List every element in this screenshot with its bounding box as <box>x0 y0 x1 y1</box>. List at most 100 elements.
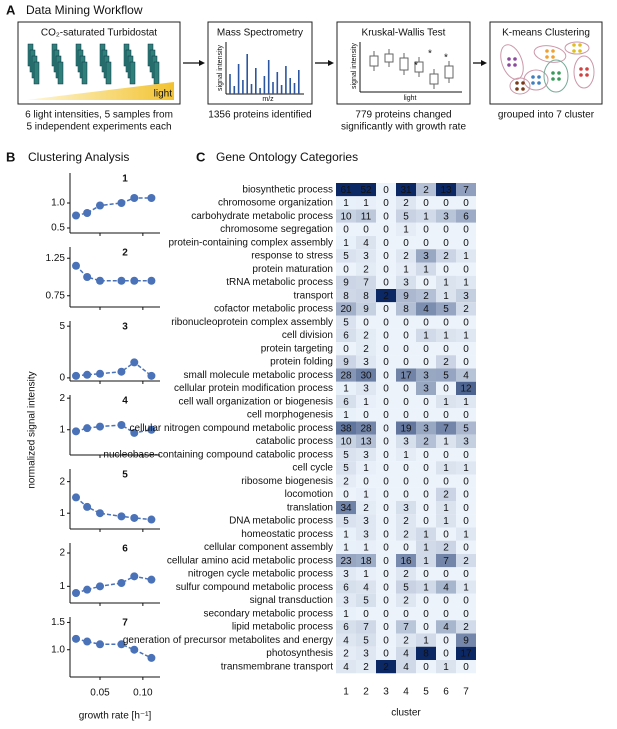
heat-cell <box>396 593 416 607</box>
cell-value: 0 <box>383 331 389 342</box>
cell-value: 2 <box>443 357 449 368</box>
heat-cell <box>436 209 456 223</box>
term-label: transmembrane transport <box>221 661 333 672</box>
heat-cell <box>396 249 416 263</box>
heat-cell <box>416 593 436 607</box>
bottle <box>81 61 88 85</box>
bottle <box>57 61 64 85</box>
mean-point <box>147 371 156 380</box>
heat-cell <box>336 593 356 607</box>
term-label: cellular protein modification process <box>174 383 333 394</box>
x-tick-label: 5 <box>423 687 429 698</box>
heat-cell <box>456 448 476 462</box>
heat-cell <box>356 302 376 316</box>
panel-title: Clustering Analysis <box>28 150 129 164</box>
heat-cell <box>356 487 376 501</box>
y-tick-label: 1 <box>59 424 65 435</box>
heat-cell <box>436 355 456 369</box>
heat-cell <box>436 222 456 236</box>
cell-value: 0 <box>383 463 389 474</box>
term-label: protein targeting <box>261 343 333 354</box>
cell-value: 0 <box>383 238 389 249</box>
mean-point <box>147 653 156 662</box>
heat-cell <box>356 646 376 660</box>
cell-value: 1 <box>463 331 469 342</box>
term-label: cellular nitrogen compound metabolic pro… <box>130 423 333 434</box>
heat-cell <box>376 275 396 289</box>
cell-value: 0 <box>463 357 469 368</box>
heat-cell <box>436 607 456 621</box>
heat-cell <box>396 183 416 197</box>
cell-value: 0 <box>383 516 389 527</box>
cluster-dot <box>579 73 583 77</box>
cluster-outline <box>509 77 531 95</box>
cell-value: 1 <box>463 251 469 262</box>
term-label: homeostatic process <box>241 529 333 540</box>
cluster-dot <box>551 77 555 81</box>
heat-cell <box>376 289 396 303</box>
term-label: carbohydrate metabolic process <box>191 211 333 222</box>
cluster-dot <box>572 43 576 47</box>
cell-value: 0 <box>363 410 369 421</box>
y-tick-label: 0.5 <box>51 223 65 234</box>
box <box>444 65 454 79</box>
heat-cell <box>336 342 356 356</box>
heat-cell <box>456 646 476 660</box>
heat-cell <box>396 421 416 435</box>
term-label: photosynthesis <box>266 648 333 659</box>
x-tick-label: 4 <box>403 687 409 698</box>
x-axis-label: cluster <box>391 708 421 719</box>
cell-value: 0 <box>443 344 449 355</box>
cell-value: 1 <box>343 198 349 209</box>
cell-value: 0 <box>443 635 449 646</box>
cell-value: 1 <box>423 211 429 222</box>
heat-cell <box>356 554 376 568</box>
box <box>369 55 379 67</box>
cell-value: 6 <box>343 331 349 342</box>
cell-value: 6 <box>463 211 469 222</box>
cell-value: 0 <box>463 450 469 461</box>
cell-value: 1 <box>403 450 409 461</box>
cell-value: 2 <box>363 331 369 342</box>
step-title: Mass Spectrometry <box>217 28 303 39</box>
heat-cell <box>336 395 356 409</box>
cell-value: 52 <box>360 185 372 196</box>
heat-cell <box>356 222 376 236</box>
heat-cell <box>456 328 476 342</box>
cell-value: 0 <box>403 238 409 249</box>
heat-cell <box>356 527 376 541</box>
cluster-title: 1 <box>122 174 128 185</box>
term-label: small molecule metabolic process <box>183 370 333 381</box>
heat-cell <box>356 448 376 462</box>
cell-value: 0 <box>383 582 389 593</box>
heat-cell <box>456 501 476 515</box>
cluster-dot <box>545 49 549 53</box>
mean-point <box>72 261 80 270</box>
heat-cell <box>336 567 356 581</box>
heat-cell <box>396 328 416 342</box>
heat-cell <box>436 289 456 303</box>
cell-value: 3 <box>403 503 409 514</box>
panel-label: B <box>6 149 15 164</box>
heat-cell <box>336 289 356 303</box>
heat-cell <box>436 620 456 634</box>
cell-value: 0 <box>423 662 429 673</box>
cell-value: 8 <box>403 304 409 315</box>
cell-value: 1 <box>343 410 349 421</box>
cell-value: 1 <box>423 264 429 275</box>
mean-point <box>72 589 80 597</box>
mean-point <box>117 276 126 285</box>
cluster-dot <box>551 49 555 53</box>
cluster-outline <box>564 41 590 55</box>
heat-cell <box>356 421 376 435</box>
cell-value: 0 <box>363 225 369 236</box>
significance: * <box>428 49 432 60</box>
cell-value: 38 <box>340 423 352 434</box>
cell-value: 0 <box>403 410 409 421</box>
cell-value: 0 <box>423 463 429 474</box>
y-tick-label: 1.25 <box>46 253 66 264</box>
cell-value: 1 <box>423 582 429 593</box>
cell-value: 28 <box>340 370 352 381</box>
cell-value: 0 <box>383 503 389 514</box>
bottle <box>153 61 160 85</box>
